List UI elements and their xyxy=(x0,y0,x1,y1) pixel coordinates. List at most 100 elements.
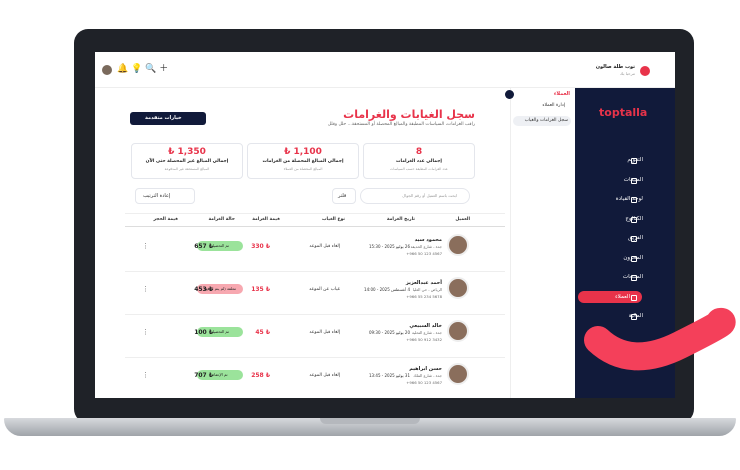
client-location: جدة - شارع التحلية xyxy=(411,330,442,335)
column-header: حالة الغرامة xyxy=(208,217,235,222)
status-pill xyxy=(197,284,243,294)
menu-icon xyxy=(631,177,637,184)
client-name: أحمد عبدالعزيز xyxy=(405,280,442,286)
stat-note: المبالغ المحصلة من العملاء xyxy=(283,167,323,171)
client-location: جدة - شارع الملك xyxy=(413,373,442,378)
status-label: معلقة (لم يتم الدفع) xyxy=(203,286,237,291)
row-divider xyxy=(125,314,505,315)
top-bar xyxy=(95,52,675,88)
subnav-item[interactable]: إدارة العملاء xyxy=(542,103,565,108)
advanced-button[interactable] xyxy=(130,112,206,125)
column-header: العميل xyxy=(455,217,470,222)
column-header: قيمة الحجز xyxy=(153,217,178,222)
row-menu[interactable]: ⋮ xyxy=(142,242,149,250)
column-header: قيمة الغرامة xyxy=(252,217,280,222)
row-menu[interactable]: ⋮ xyxy=(142,371,149,379)
row-menu[interactable]: ⋮ xyxy=(142,285,149,293)
menu-icon xyxy=(631,216,637,223)
fine-date: 31 يوليو 2025 - 13:45 xyxy=(368,373,410,378)
search-box[interactable] xyxy=(360,188,470,204)
page-title: سجل الغيابات والغرامات xyxy=(343,108,475,121)
laptop-notch xyxy=(320,418,420,424)
subnav-title: العملاء xyxy=(553,91,570,97)
menu-icon xyxy=(631,197,637,203)
client-location: الرياض - حي العليا xyxy=(412,287,442,292)
stat-label: إجمالي المبالغ المحصلة من الغرامات xyxy=(262,159,344,164)
client-name: محمود سيد xyxy=(414,237,442,243)
filter-label: فلتر xyxy=(338,193,347,199)
menu-icon xyxy=(631,255,637,262)
booking-value: ₺ 100 xyxy=(194,329,213,336)
collapse-button[interactable] xyxy=(505,90,514,99)
salon-icon xyxy=(640,66,650,76)
fine-date: 26 يوليو 2025 - 15:30 xyxy=(368,244,410,249)
laptop-base xyxy=(4,418,736,436)
booking-value: ₺ 657 xyxy=(194,243,213,250)
logo: toptalla xyxy=(599,106,648,119)
reset-button[interactable] xyxy=(135,188,195,204)
menu-icon xyxy=(631,294,637,301)
stat-card xyxy=(247,143,359,179)
filter-button[interactable] xyxy=(332,188,356,204)
stat-value: 1,350 ₺ xyxy=(168,147,206,157)
client-phone: +966 50 123 4567 xyxy=(406,380,442,385)
salon-name: توب طلة صالون xyxy=(595,64,635,70)
menu-icon xyxy=(631,236,637,242)
menu-item[interactable]: الكتالوج xyxy=(625,215,643,222)
status-label: تم التحصيل xyxy=(211,243,229,248)
menu-item[interactable]: المالية xyxy=(628,313,643,319)
menu-item[interactable]: المنتجات xyxy=(622,274,643,280)
absence-type: إلغاء قبل الموعد xyxy=(309,244,340,249)
stat-card xyxy=(131,143,243,179)
swoosh xyxy=(584,307,736,371)
status-pill xyxy=(197,370,243,380)
fine-value: ₺ 258 xyxy=(251,372,270,379)
top-icons[interactable]: 🔔 💡 🔍 ＋ xyxy=(117,64,169,74)
status-label: تم الإعفاء xyxy=(212,372,228,377)
table-top xyxy=(125,213,505,214)
menu-item[interactable]: المبيعات xyxy=(623,176,643,183)
menu-item[interactable]: التقويم xyxy=(627,157,643,163)
fine-value: ₺ 330 xyxy=(251,243,270,250)
menu-icon xyxy=(631,158,637,164)
reset-label: إعادة الترتيب xyxy=(143,193,171,199)
stat-label: إجمالي عدد الغرامات xyxy=(396,159,442,164)
booking-value: ₺ 707 xyxy=(194,372,213,379)
search-placeholder: ابحث باسم العميل أو رقم الجوال xyxy=(402,193,457,198)
menu-item[interactable]: الفريق xyxy=(627,235,643,241)
fine-value: ₺ 45 xyxy=(255,329,270,336)
advanced-button-label: خيارات متقدمة xyxy=(145,115,182,121)
client-name: حسن ابراهيم xyxy=(409,366,442,372)
menu-item[interactable]: العملاء xyxy=(615,293,630,300)
page-subtitle: راقب الغرامات، السياسات المطبقة والمبالغ… xyxy=(327,122,475,127)
stat-card xyxy=(363,143,475,179)
subnav xyxy=(510,88,575,398)
client-name: خالد السبيعي xyxy=(409,323,442,329)
booking-value: ₺ 453 xyxy=(194,286,213,293)
menu-active xyxy=(578,290,642,303)
absence-type: إلغاء قبل الموعد xyxy=(309,330,340,335)
row-menu[interactable]: ⋮ xyxy=(142,328,149,336)
row-divider xyxy=(125,357,505,358)
row-divider xyxy=(125,271,505,272)
status-label: تم التحصيل xyxy=(211,329,229,334)
fine-date: 20 يوليو 2025 - 09:30 xyxy=(368,330,410,335)
stat-label: إجمالي المبالغ غير المحصلة حتى الآن xyxy=(145,159,229,164)
stat-value: 8 xyxy=(415,147,423,157)
column-header: نوع الغياب xyxy=(322,217,345,222)
subnav-item[interactable]: سجل الغرامات والغياب xyxy=(524,118,568,123)
column-header: تاريخ الغرامة xyxy=(386,217,415,222)
stat-note: عدد الغرامات المطبقة حسب السياسات xyxy=(390,167,448,171)
client-phone: +966 50 123 4567 xyxy=(406,251,442,256)
header-line xyxy=(125,226,505,227)
user-avatar[interactable] xyxy=(102,65,112,75)
avatar xyxy=(447,234,469,256)
salon-sub: مرحبا بك xyxy=(619,71,635,76)
menu-item[interactable]: لوحة القيادة xyxy=(615,196,643,202)
client-phone: +966 50 912 3432 xyxy=(406,337,442,342)
stat-note: المبالغ المستحقة غير المدفوعة xyxy=(164,167,210,171)
client-phone: +966 55 234 5678 xyxy=(406,294,442,299)
menu-item[interactable]: المخزون xyxy=(623,254,643,261)
stat-value: 1,100 ₺ xyxy=(284,147,322,157)
